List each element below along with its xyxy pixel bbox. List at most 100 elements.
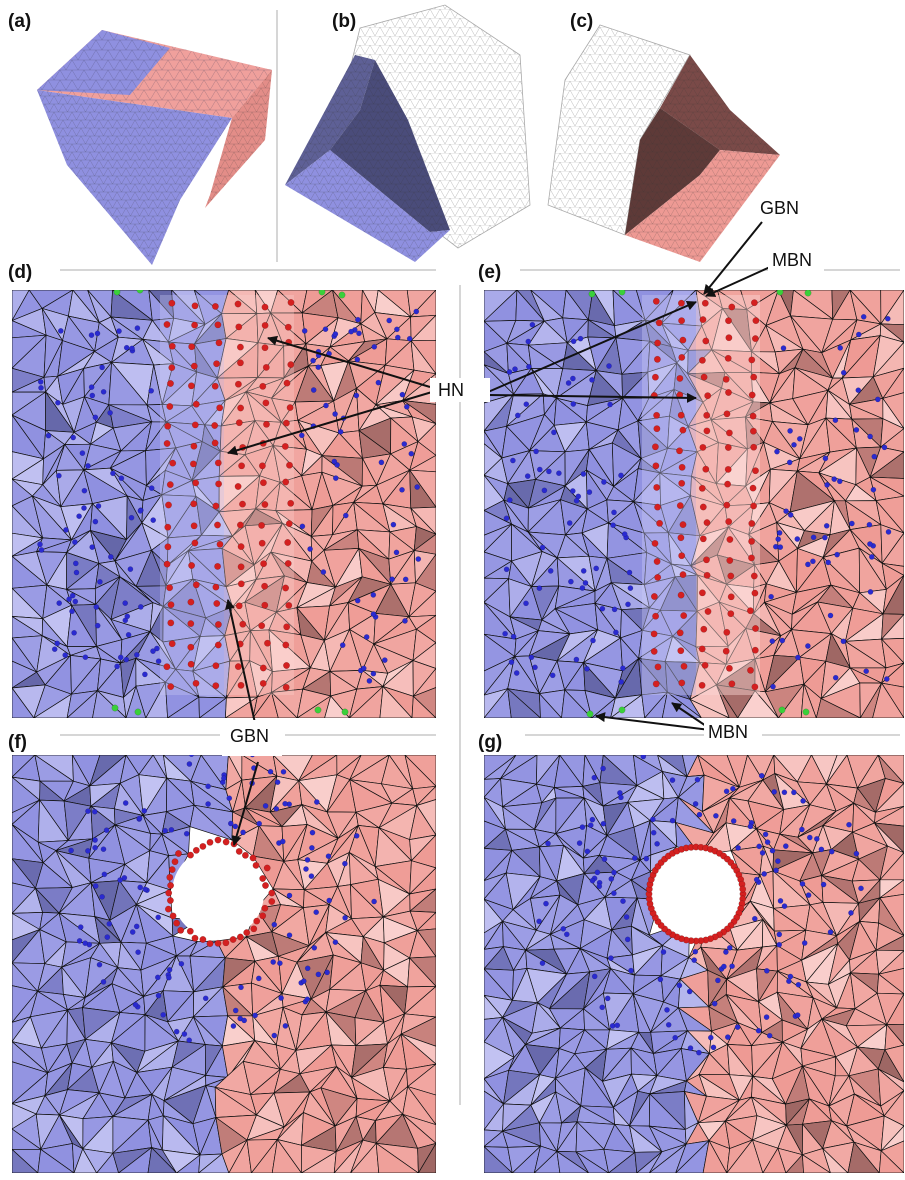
node-blue <box>723 949 729 955</box>
node-blue <box>137 604 144 610</box>
node-red <box>258 539 266 547</box>
node-red <box>190 500 198 508</box>
node-blue <box>575 493 582 500</box>
node-red <box>282 683 290 691</box>
node-green <box>113 290 121 296</box>
node-blue <box>408 450 415 457</box>
node-red <box>655 319 663 327</box>
node-red <box>239 500 246 508</box>
node-red <box>171 858 179 866</box>
node-red <box>216 404 224 412</box>
node-blue <box>94 622 101 629</box>
node-blue <box>871 453 878 460</box>
node-blue <box>734 1024 741 1030</box>
node-red <box>214 939 222 947</box>
node-red <box>222 838 230 846</box>
node-red <box>282 584 289 592</box>
node-red <box>167 601 175 609</box>
mesh-face <box>147 1146 178 1173</box>
node-blue <box>104 934 111 940</box>
node-red <box>199 936 207 943</box>
mesh-face <box>716 684 739 718</box>
node-blue <box>82 940 88 947</box>
node-red <box>652 612 659 620</box>
node-red <box>168 342 176 350</box>
node-blue <box>614 1022 621 1029</box>
node-blue <box>274 779 281 786</box>
node-blue <box>310 357 316 364</box>
node-red <box>703 519 711 526</box>
node-blue <box>753 876 760 883</box>
node-blue <box>729 963 735 970</box>
node-blue <box>599 1004 606 1011</box>
annotation-labels: GBN MBN HN GBN MBN <box>222 196 824 756</box>
node-blue <box>831 476 838 482</box>
node-blue <box>85 848 91 854</box>
node-red <box>262 882 269 889</box>
mesh-face <box>556 1150 590 1173</box>
node-blue <box>315 364 322 371</box>
node-blue <box>103 827 110 834</box>
mesh-face <box>737 690 779 718</box>
node-blue <box>556 470 562 477</box>
node-green <box>804 290 812 297</box>
node-red <box>187 643 195 651</box>
node-red <box>261 601 269 609</box>
node-blue <box>308 873 315 879</box>
node-blue <box>526 363 532 370</box>
node-blue <box>137 508 144 514</box>
node-blue <box>856 331 862 338</box>
panel-c-red-grain <box>547 24 780 262</box>
node-red <box>727 572 735 580</box>
node-red <box>285 602 293 609</box>
node-blue <box>205 801 211 807</box>
node-blue <box>227 820 234 827</box>
gbn-label-top: GBN <box>760 198 799 218</box>
node-blue <box>611 606 618 613</box>
node-red <box>211 439 219 447</box>
node-red <box>235 323 243 331</box>
mesh-face <box>12 687 35 718</box>
node-red <box>168 299 176 307</box>
node-red <box>728 680 736 688</box>
node-blue <box>776 931 783 938</box>
node-blue <box>568 578 574 585</box>
node-blue <box>643 855 650 862</box>
node-blue <box>76 513 82 520</box>
node-blue <box>255 975 262 982</box>
node-red <box>747 607 754 615</box>
hole <box>650 848 742 940</box>
node-blue <box>775 536 782 542</box>
node-blue <box>863 668 870 675</box>
node-blue <box>77 924 84 930</box>
mesh-face <box>815 698 861 718</box>
node-blue <box>577 335 584 342</box>
node-blue <box>759 850 766 856</box>
node-blue <box>837 478 843 485</box>
node-red <box>678 479 686 487</box>
node-blue <box>786 459 793 466</box>
node-blue <box>762 831 769 838</box>
node-red <box>234 483 242 490</box>
node-blue <box>827 929 834 935</box>
node-blue <box>110 470 116 477</box>
node-red <box>213 360 221 368</box>
node-blue <box>752 915 758 922</box>
node-red <box>187 620 195 627</box>
node-blue <box>551 429 557 436</box>
node-red <box>677 647 685 655</box>
node-blue <box>523 401 530 408</box>
node-blue <box>824 482 830 488</box>
node-blue <box>136 815 143 822</box>
node-red <box>724 465 732 473</box>
node-blue <box>766 1032 773 1039</box>
node-blue <box>95 503 102 509</box>
node-red <box>699 316 707 323</box>
node-green <box>618 290 626 296</box>
node-blue <box>155 658 162 665</box>
node-red <box>677 411 685 419</box>
node-blue <box>805 561 811 568</box>
node-blue <box>114 663 120 670</box>
node-blue <box>72 539 78 545</box>
panel-label-d: (d) <box>8 262 32 283</box>
